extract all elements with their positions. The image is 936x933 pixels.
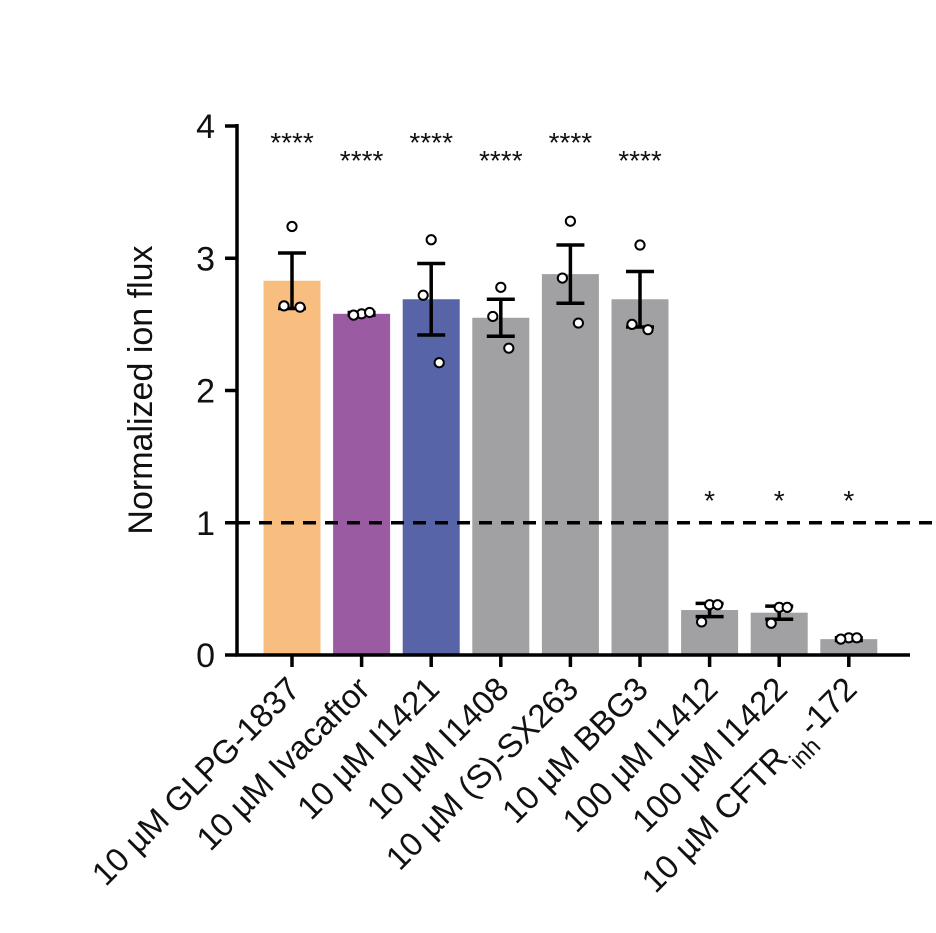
bar [402,299,460,655]
data-point [781,601,793,613]
data-point [835,633,847,645]
data-point [433,357,445,369]
bars-layer [263,274,878,655]
data-point [348,309,360,321]
significance-label: **** [270,127,314,158]
data-point [286,220,298,233]
data-point [712,599,724,611]
data-point [556,272,569,284]
significance-layer: ************************* * * [270,127,854,516]
bar [611,299,669,655]
y-tick-label: 0 [196,637,215,675]
data-point [696,616,708,628]
y-axis-label: Normalized ion flux [122,245,160,534]
data-point [851,632,863,644]
data-point [765,617,777,629]
data-point [487,310,499,323]
y-tick-label: 3 [196,240,215,278]
bar [333,313,391,655]
data-point [495,281,507,293]
y-tick-label: 2 [196,373,215,411]
bar [472,317,530,655]
data-point [572,317,585,329]
data-point [364,306,376,319]
data-point [503,342,515,354]
data-points-layer [278,215,863,645]
significance-label: * [704,485,715,516]
significance-label: **** [549,127,593,158]
significance-label: **** [409,127,453,158]
data-point [417,289,429,301]
data-point [626,318,638,330]
significance-label: **** [340,145,384,176]
y-tick-label: 4 [196,108,215,146]
bar [820,639,878,655]
significance-label: * [843,485,854,516]
y-tick-label: 1 [196,505,215,543]
significance-label: * [774,485,785,516]
bar [263,280,321,655]
data-point [425,234,437,246]
bar [541,274,599,655]
significance-label: **** [479,145,523,176]
data-point [294,301,306,313]
axes-layer: 0 1 2 3 4 [196,108,910,675]
data-point [642,324,654,336]
significance-label: **** [618,145,662,176]
data-point [634,239,646,251]
data-point [278,300,290,312]
data-point [564,215,577,227]
